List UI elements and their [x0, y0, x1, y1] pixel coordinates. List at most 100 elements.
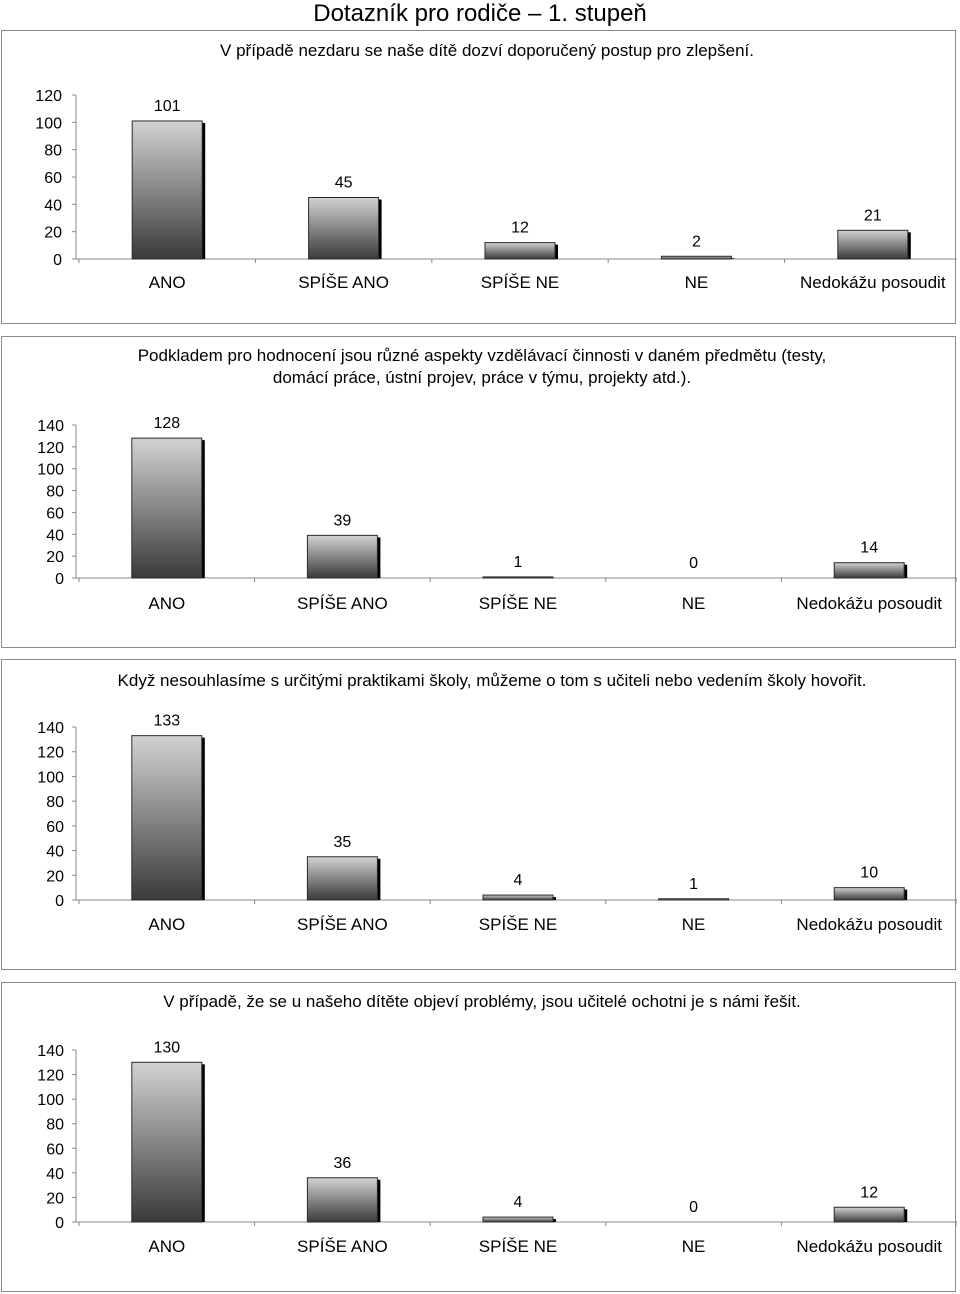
y-tick-label: 140: [37, 720, 64, 737]
y-tick-label: 40: [46, 844, 64, 861]
data-label: 1: [514, 554, 523, 571]
y-tick-label: 20: [46, 549, 64, 566]
chart-panel-2: Podkladem pro hodnocení jsou různé aspek…: [1, 336, 957, 648]
category-label: NE: [682, 594, 706, 613]
bar: [833, 562, 905, 579]
data-label: 130: [153, 1039, 180, 1056]
data-label: 0: [689, 555, 698, 572]
y-tick-label: 20: [46, 1190, 64, 1207]
data-label: 4: [514, 872, 523, 889]
data-label: 35: [334, 834, 352, 851]
page-title: Dotazník pro rodiče – 1. stupeň: [313, 0, 647, 27]
data-label: 14: [860, 540, 878, 557]
bar: [131, 437, 203, 579]
y-tick-label: 100: [37, 769, 64, 786]
data-label: 4: [514, 1194, 523, 1211]
category-label: SPÍŠE ANO: [297, 1237, 388, 1256]
bar: [482, 894, 554, 901]
category-label: ANO: [148, 915, 185, 934]
data-label: 1: [689, 876, 698, 893]
y-tick-label: 100: [37, 1092, 64, 1109]
category-label: SPÍŠE NE: [479, 594, 557, 613]
data-label: 128: [153, 415, 180, 432]
y-tick-label: 60: [46, 819, 64, 836]
bar-chart-3: 0 20 40 60 80 100 120 140 133 ANO 35 SPÍŠE ANO 4 SPÍŠ…: [37, 713, 957, 934]
y-tick-label: 0: [55, 893, 64, 910]
bar: [482, 1216, 554, 1223]
category-label: SPÍŠE NE: [481, 273, 559, 292]
bar: [306, 1177, 378, 1223]
data-label: 39: [334, 512, 352, 529]
chart-panel-1: V případě nezdaru se naše dítě dozví dop…: [1, 30, 957, 324]
category-label: ANO: [148, 1237, 185, 1256]
category-label: NE: [682, 915, 706, 934]
y-tick-label: 60: [46, 505, 64, 522]
bar: [833, 887, 905, 901]
y-tick-label: 120: [35, 88, 62, 105]
bar: [131, 120, 203, 260]
y-tick-label: 100: [35, 115, 62, 132]
category-label: ANO: [149, 273, 186, 292]
bar: [833, 1206, 905, 1223]
bar: [308, 197, 380, 260]
category-label: Nedokážu posoudit: [796, 1237, 942, 1256]
data-label: 12: [860, 1184, 878, 1201]
data-label: 45: [335, 175, 353, 192]
chart-title: Když nesouhlasíme s určitými praktikami …: [117, 671, 867, 690]
y-tick-label: 60: [46, 1141, 64, 1158]
data-label: 101: [154, 98, 181, 115]
bar-chart-1: 0 20 40 60 80 100 120 101 ANO 45 SPÍŠE ANO 12 SPÍŠE …: [35, 88, 957, 292]
y-tick-label: 40: [46, 1166, 64, 1183]
y-tick-label: 0: [55, 571, 64, 588]
category-label: SPÍŠE NE: [479, 1237, 557, 1256]
bar: [658, 898, 730, 901]
data-label: 10: [860, 865, 878, 882]
y-tick-label: 20: [44, 225, 62, 242]
y-tick-label: 120: [37, 440, 64, 457]
bar: [482, 576, 554, 579]
category-label: SPÍŠE ANO: [297, 594, 388, 613]
y-tick-label: 120: [37, 1068, 64, 1085]
bar: [484, 242, 556, 260]
y-tick-label: 140: [37, 418, 64, 435]
chart-panel-4: V případě, že se u našeho dítěte objeví …: [1, 982, 957, 1292]
y-tick-label: 120: [37, 745, 64, 762]
bar: [131, 1061, 203, 1223]
y-tick-label: 100: [37, 462, 64, 479]
bar: [306, 856, 378, 901]
y-tick-label: 40: [46, 527, 64, 544]
y-tick-label: 80: [46, 484, 64, 501]
chart-title: Podkladem pro hodnocení jsou různé aspek…: [137, 346, 827, 387]
category-label: SPÍŠE ANO: [298, 273, 389, 292]
data-label: 2: [692, 233, 701, 250]
category-label: Nedokážu posoudit: [800, 273, 946, 292]
data-label: 36: [334, 1155, 352, 1172]
bar-chart-4: 0 20 40 60 80 100 120 140 130 ANO 36 SPÍŠE ANO 4 SPÍŠ…: [37, 1039, 957, 1256]
data-label: 0: [689, 1199, 698, 1216]
y-tick-label: 80: [44, 143, 62, 160]
y-tick-label: 80: [46, 794, 64, 811]
y-tick-label: 40: [44, 197, 62, 214]
category-label: Nedokážu posoudit: [796, 594, 942, 613]
bar: [660, 255, 732, 260]
category-label: ANO: [148, 594, 185, 613]
data-label: 12: [511, 220, 529, 237]
chart-title: V případě nezdaru se naše dítě dozví dop…: [220, 41, 754, 60]
y-tick-label: 140: [37, 1043, 64, 1060]
category-label: SPÍŠE ANO: [297, 915, 388, 934]
y-tick-label: 20: [46, 868, 64, 885]
category-label: NE: [682, 1237, 706, 1256]
data-label: 133: [153, 713, 180, 730]
data-label: 21: [864, 207, 882, 224]
y-tick-label: 0: [53, 252, 62, 269]
bar: [837, 229, 909, 260]
category-label: NE: [685, 273, 709, 292]
bar: [306, 534, 378, 579]
y-tick-label: 80: [46, 1117, 64, 1134]
y-tick-label: 60: [44, 170, 62, 187]
chart-panel-3: Když nesouhlasíme s určitými praktikami …: [1, 659, 957, 970]
category-label: SPÍŠE NE: [479, 915, 557, 934]
category-label: Nedokážu posoudit: [796, 915, 942, 934]
chart-title: V případě, že se u našeho dítěte objeví …: [163, 992, 801, 1011]
